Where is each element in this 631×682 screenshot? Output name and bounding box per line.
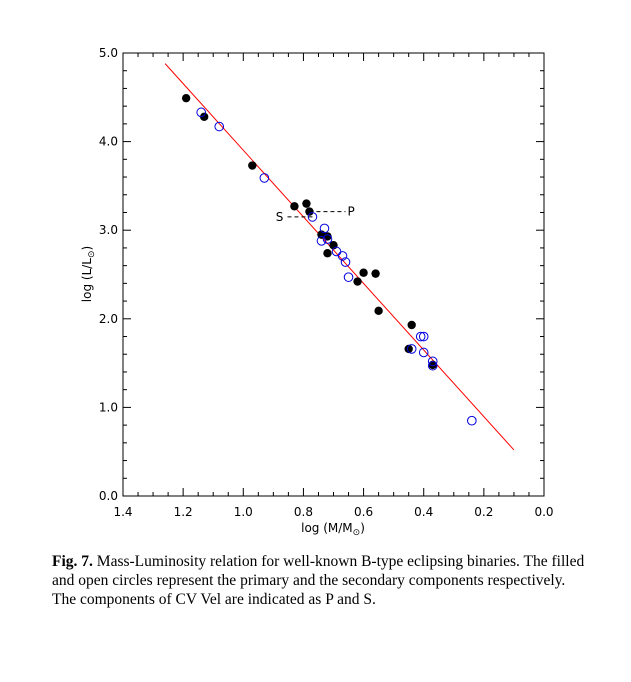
axis-ticks: 1.4 1.2 1.0 0.8 0.6 0.4 0.2 0.0 0.0 1.0 2.0 3.0 4.0 5…: [99, 46, 554, 519]
secondary-point: [427, 360, 438, 371]
x-tick-label: 1.0: [234, 505, 253, 519]
primary-point: [248, 161, 257, 170]
x-tick-label: 1.2: [174, 505, 193, 519]
secondary-point: [214, 121, 225, 132]
y-tick-label: 1.0: [99, 400, 118, 414]
secondary-point: [406, 344, 417, 354]
primary-point: [323, 249, 332, 258]
primary-point: [404, 344, 413, 354]
x-tick-label: 1.4: [113, 505, 132, 519]
x-tick-label: 0.8: [294, 505, 313, 519]
primary-point: [199, 112, 209, 121]
caption-text: Mass-Luminosity relation for well-known …: [52, 553, 585, 608]
secondary-point: [196, 107, 206, 118]
y-tick-label: 0.0: [99, 489, 118, 503]
primary-point: [374, 306, 383, 316]
figure-caption: Fig. 7. Mass-Luminosity relation for wel…: [52, 552, 592, 609]
primary-point: [181, 93, 191, 103]
secondary-point: [467, 415, 477, 426]
secondary-point: [418, 347, 429, 358]
secondary-point: [319, 223, 330, 234]
primary-point: [353, 277, 362, 286]
y-tick-label: 4.0: [99, 135, 118, 149]
data-points: [181, 93, 477, 426]
secondary-point: [343, 272, 354, 282]
y-tick-label: 2.0: [99, 312, 118, 326]
fit-line: [164, 63, 515, 451]
primary-point: [428, 360, 437, 370]
secondary-point: [259, 173, 270, 183]
fit-line-layer: [164, 63, 515, 451]
secondary-point: [307, 212, 318, 222]
secondary-point: [337, 251, 348, 261]
x-tick-label: 0.6: [354, 505, 373, 519]
secondary-point: [316, 236, 327, 246]
x-tick-label: 0.0: [534, 505, 553, 519]
annotations: PS: [276, 205, 355, 224]
primary-point: [290, 202, 299, 211]
y-axis-label: log (L/L⊙): [80, 246, 97, 302]
secondary-point: [418, 331, 429, 342]
annotation-label: S: [276, 210, 284, 224]
primary-point: [407, 320, 416, 330]
x-tick-label: 0.2: [474, 505, 493, 519]
x-tick-label: 0.4: [414, 505, 433, 519]
secondary-point: [427, 356, 438, 367]
caption-label: Fig. 7.: [52, 553, 93, 570]
secondary-point: [340, 257, 351, 267]
secondary-point: [331, 246, 342, 257]
primary-point: [359, 268, 368, 277]
secondary-point: [322, 234, 333, 244]
y-tick-label: 5.0: [99, 46, 118, 60]
x-axis-label: log (M/M⊙): [301, 521, 365, 538]
secondary-point: [415, 331, 426, 342]
y-tick-label: 3.0: [99, 223, 118, 237]
primary-point: [302, 199, 311, 208]
primary-point: [371, 269, 380, 278]
plot-frame: [122, 52, 545, 497]
mass-luminosity-chart: 1.4 1.2 1.0 0.8 0.6 0.4 0.2 0.0 0.0 1.0 2.0 3.0 4.0 5…: [80, 46, 554, 538]
annotation-label: P: [348, 205, 355, 219]
